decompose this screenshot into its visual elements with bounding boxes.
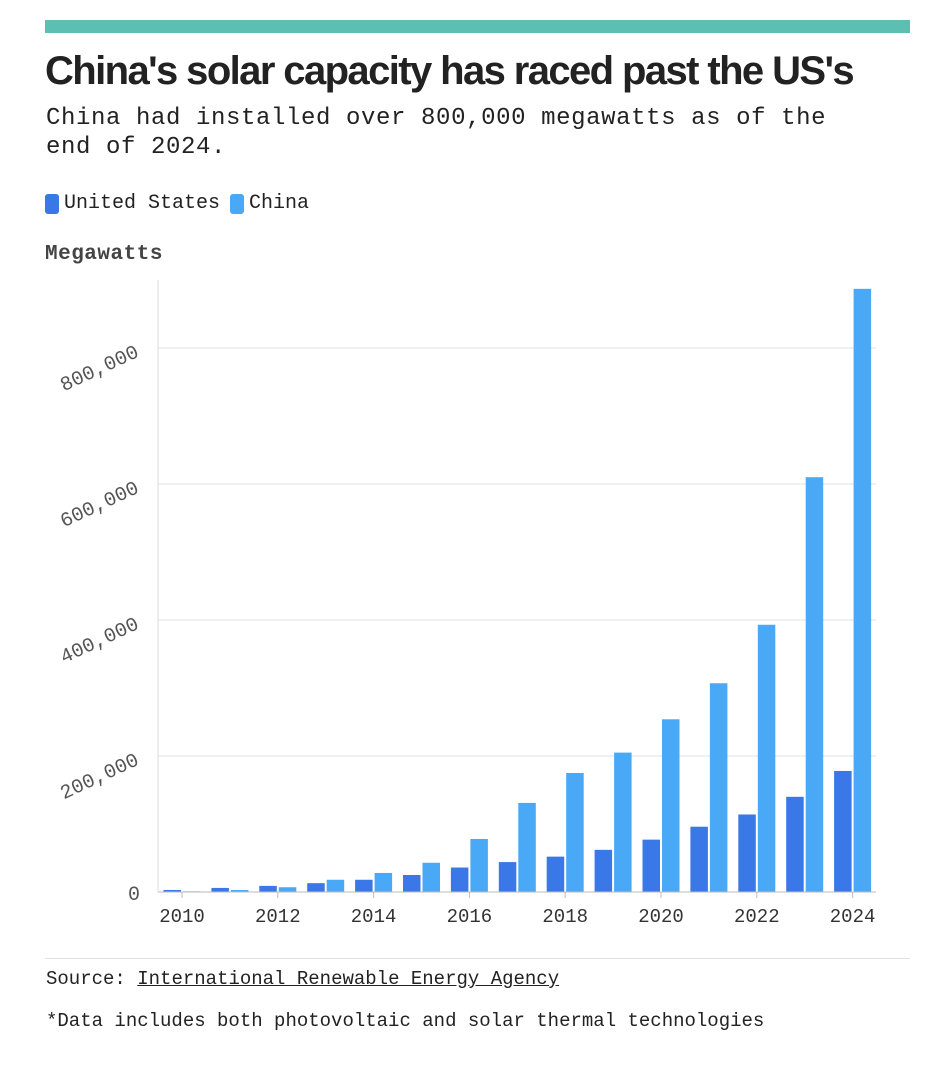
y-tick-label-3: 600,000: [57, 477, 143, 533]
y-tick-label-1: 200,000: [57, 749, 143, 805]
bar-united-states-2019[interactable]: [594, 849, 613, 892]
bar-china-2017[interactable]: [518, 802, 536, 892]
bar-united-states-2017[interactable]: [498, 862, 517, 892]
source-link[interactable]: International Renewable Energy Agency: [137, 968, 560, 990]
x-tick-label-2016: 2016: [447, 906, 493, 928]
bar-china-2019[interactable]: [614, 752, 632, 892]
legend-swatch-china: [230, 193, 245, 214]
legend-item-united-states: United States: [45, 192, 220, 215]
bar-united-states-2022[interactable]: [738, 814, 756, 892]
x-tick-label-2024: 2024: [830, 906, 876, 928]
bar-united-states-2014[interactable]: [355, 879, 373, 892]
y-tick-label-4: 800,000: [57, 341, 143, 397]
legend-label-china: China: [249, 192, 310, 215]
bar-china-2021[interactable]: [709, 683, 728, 892]
bar-united-states-2020[interactable]: [642, 839, 661, 892]
bar-united-states-2012[interactable]: [259, 885, 277, 892]
bar-united-states-2023[interactable]: [786, 796, 804, 892]
legend: United States China: [45, 192, 319, 215]
data-note: *Data includes both photovoltaic and sol…: [46, 1010, 765, 1032]
x-tick-label-2010: 2010: [159, 906, 205, 928]
y-axis-unit-label: Megawatts: [45, 243, 163, 266]
bar-china-2024[interactable]: [853, 288, 872, 893]
footer-divider: [45, 958, 910, 959]
bar-united-states-2021[interactable]: [690, 826, 708, 892]
bar-china-2014[interactable]: [374, 872, 393, 892]
bar-china-2012[interactable]: [278, 887, 297, 892]
bar-china-2015[interactable]: [422, 862, 441, 892]
chart-subtitle: China had installed over 800,000 megawat…: [46, 105, 827, 161]
bar-united-states-2011[interactable]: [211, 887, 229, 892]
bar-united-states-2013[interactable]: [307, 883, 325, 892]
source-line: Source: International Renewable Energy A…: [46, 968, 559, 990]
bar-china-2018[interactable]: [566, 773, 584, 892]
bar-united-states-2010[interactable]: [163, 889, 182, 892]
bar-china-2016[interactable]: [470, 838, 488, 892]
bar-china-2011[interactable]: [230, 889, 249, 892]
bar-china-2023[interactable]: [805, 477, 824, 892]
bar-united-states-2016[interactable]: [450, 867, 469, 892]
x-tick-label-2020: 2020: [638, 906, 684, 928]
y-tick-label-0: 0: [128, 884, 140, 907]
bar-china-2020[interactable]: [662, 719, 680, 892]
chart-title: China's solar capacity has raced past th…: [45, 49, 855, 93]
bar-china-2013[interactable]: [326, 879, 345, 892]
x-tick-label-2018: 2018: [542, 906, 588, 928]
x-tick-label-2022: 2022: [734, 906, 780, 928]
bar-china-2022[interactable]: [757, 624, 776, 892]
legend-item-china: China: [230, 192, 309, 215]
bar-chart: 0 200,000 400,000 600,000 800,000 2010 2012 201…: [57, 280, 876, 928]
legend-label-united-states: United States: [64, 192, 221, 215]
bar-united-states-2018[interactable]: [546, 856, 565, 892]
source-prefix: Source:: [46, 968, 126, 990]
x-tick-label-2012: 2012: [255, 906, 301, 928]
accent-bar: [45, 20, 910, 33]
bar-united-states-2015[interactable]: [403, 875, 421, 892]
legend-swatch-united-states: [45, 193, 59, 214]
x-tick-label-2014: 2014: [351, 906, 397, 928]
bar-united-states-2024[interactable]: [834, 770, 852, 892]
y-tick-label-2: 400,000: [57, 613, 143, 669]
